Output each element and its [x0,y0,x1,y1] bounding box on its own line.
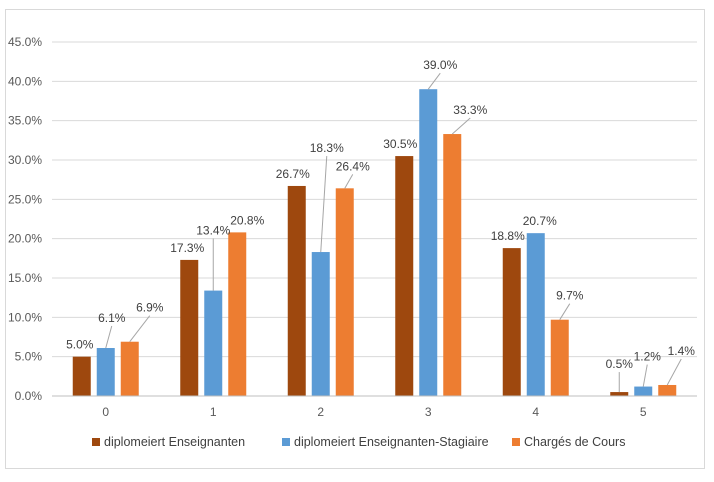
data-label: 18.3% [310,141,344,155]
data-label: 30.5% [383,137,417,151]
y-tick-label: 10.0% [8,310,42,324]
bar-diplomeiert-enseignanten-stagiaire-3 [419,89,438,396]
x-tick-label: 1 [210,405,217,419]
x-tick-label: 2 [317,405,324,419]
bar-diplomeiert-enseignanten-stagiaire-1 [204,290,223,396]
data-label: 33.3% [453,103,487,117]
data-label: 39.0% [423,58,457,72]
legend-swatch [512,438,520,446]
x-tick-label: 4 [532,405,539,419]
data-labels: 5.0% 6.1% 6.9% 17.3% 13.4%20.8% 26.7%18.3% 26.… [66,58,696,393]
legend-label: Chargés de Cours [524,435,625,449]
label-leader-line [129,315,151,343]
data-label: 6.1% [98,311,126,325]
label-leader-line [344,174,354,189]
bars [72,89,677,397]
data-label: 20.7% [523,214,557,228]
x-tick-label: 0 [102,405,109,419]
y-tick-label: 25.0% [8,192,42,206]
bar-diplomeiert-enseignanten-2 [287,185,306,396]
y-tick-label: 0.0% [15,389,43,403]
legend-swatch [92,438,100,446]
data-label: 1.2% [634,350,662,364]
data-label: 17.3% [170,241,204,255]
y-tick-label: 45.0% [8,35,42,49]
bar-diplomeiert-enseignanten-stagiaire-2 [311,252,330,396]
label-leader-line [642,364,648,387]
y-tick-label: 5.0% [15,350,43,364]
data-label: 13.4% [196,224,230,238]
legend: diplomeiert Enseignanten diplomeiert Ense… [92,435,625,449]
bar-diplomeiert-enseignanten-3 [395,156,414,396]
y-axis: 0.0% 5.0% 10.0% 15.0% 20.0% 25.0% 30.0% 35.0% 40… [8,35,42,403]
y-tick-label: 20.0% [8,232,42,246]
data-label: 0.5% [606,357,634,371]
legend-label: diplomeiert Enseignanten [104,435,245,449]
bar-diplomeiert-enseignanten-stagiaire-4 [526,233,545,396]
label-leader-line [427,72,441,90]
data-label: 1.4% [668,344,696,358]
legend-label: diplomeiert Enseignanten-Stagiaire [294,435,489,449]
bar-diplomeiert-enseignanten-1 [180,259,199,396]
y-tick-label: 35.0% [8,114,42,128]
data-label: 6.9% [136,301,164,315]
bar-charg-s-de-cours-0 [120,341,139,396]
y-tick-label: 40.0% [8,74,42,88]
bar-charg-s-de-cours-5 [658,384,677,396]
y-tick-label: 30.0% [8,153,42,167]
bar-diplomeiert-enseignanten-4 [502,248,521,396]
label-leader-line [451,117,471,135]
bar-charg-s-de-cours-2 [335,188,354,396]
label-leader-line [320,156,328,253]
label-leader-line [559,303,571,320]
label-leader-line [105,325,113,349]
bar-diplomeiert-enseignanten-5 [610,392,629,396]
data-label: 18.8% [491,229,525,243]
gridlines [52,41,697,358]
data-label: 20.8% [230,213,264,227]
y-tick-label: 15.0% [8,271,42,285]
bar-charg-s-de-cours-3 [443,134,462,397]
data-label: 26.4% [336,159,370,173]
bar-charg-s-de-cours-4 [550,319,569,396]
data-label: 9.7% [556,289,584,303]
bar-diplomeiert-enseignanten-stagiaire-5 [634,386,653,396]
label-leader-line [666,358,682,386]
x-tick-label: 5 [640,405,647,419]
data-label: 5.0% [66,338,94,352]
bar-diplomeiert-enseignanten-stagiaire-0 [96,348,115,396]
bar-diplomeiert-enseignanten-0 [72,356,91,396]
x-axis: 0 1 2 3 4 5 [52,395,697,419]
legend-swatch [282,438,290,446]
x-tick-label: 3 [425,405,432,419]
data-label: 26.7% [276,167,310,181]
bar-charg-s-de-cours-1 [228,232,247,396]
